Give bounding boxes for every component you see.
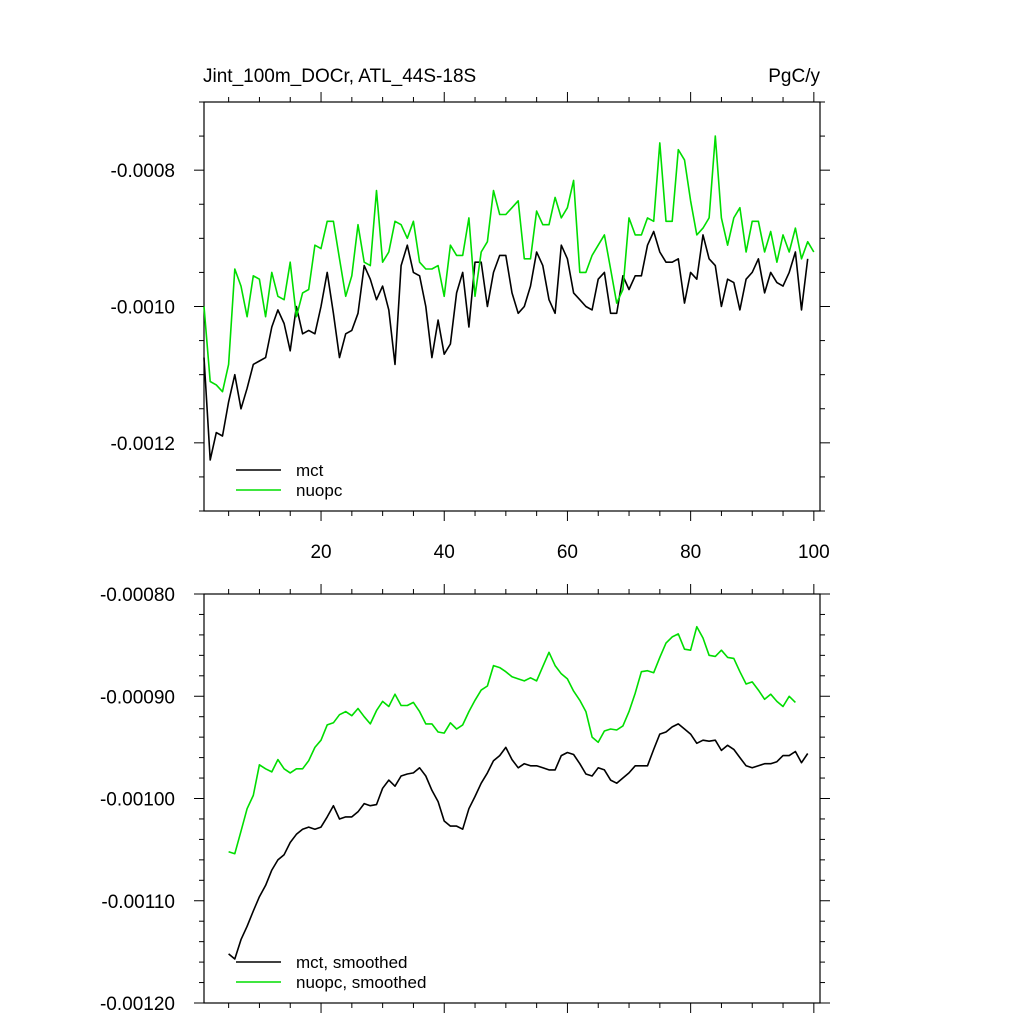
top-series-lines — [203, 135, 815, 461]
x-tick-label: 100 — [798, 542, 830, 563]
bottom-series-lines — [228, 625, 809, 960]
x-tick-label: 60 — [557, 542, 578, 563]
series-line-mct — [203, 230, 809, 461]
bottom-axis-ticks: -0.00080 -0.00090 -0.00100 -0.00110 -0.00120 — [100, 584, 830, 1015]
top-axis-ticks: 20 40 60 80 100 -0.0008 -0.0010 -0.0012 — [111, 92, 830, 563]
x-tick-label: 80 — [680, 542, 701, 563]
y-tick-label: -0.0010 — [111, 298, 175, 319]
legend-label: mct, smoothed — [296, 953, 408, 972]
series-line-nuopc-smoothed — [228, 625, 796, 855]
units-label: PgC/y — [768, 66, 820, 87]
y-tick-label: -0.00110 — [101, 892, 175, 913]
top-panel: 20 40 60 80 100 -0.0008 -0.0010 -0.0012 mctnuop… — [111, 92, 830, 563]
y-tick-label: -0.00120 — [100, 994, 175, 1015]
chart-title: Jint_100m_DOCr, ATL_44S-18S — [203, 66, 476, 87]
series-line-nuopc — [203, 135, 815, 393]
bottom-panel: -0.00080 -0.00090 -0.00100 -0.00110 -0.00120… — [100, 584, 830, 1015]
y-tick-label: -0.0008 — [111, 161, 175, 182]
x-tick-label: 20 — [310, 542, 331, 563]
legend-label: mct — [296, 461, 324, 480]
y-tick-label: -0.00100 — [100, 790, 175, 811]
y-tick-label: -0.0012 — [111, 434, 175, 455]
x-tick-label: 40 — [434, 542, 455, 563]
bottom-plot-frame — [203, 593, 821, 1004]
legend-label: nuopc, smoothed — [296, 973, 426, 992]
series-line-mct-smoothed — [228, 723, 809, 960]
y-tick-label: -0.00080 — [100, 585, 175, 606]
y-tick-label: -0.00090 — [100, 687, 175, 708]
legend-label: nuopc — [296, 481, 343, 500]
